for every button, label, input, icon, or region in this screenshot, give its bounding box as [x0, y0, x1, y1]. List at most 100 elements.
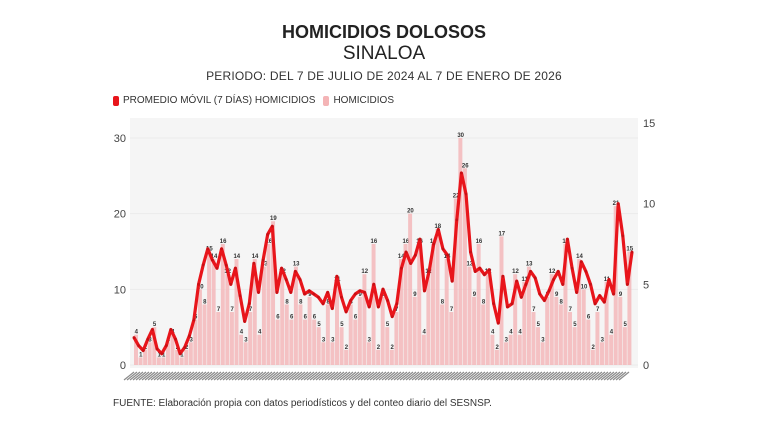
bar	[197, 289, 202, 365]
x-tick-label	[201, 371, 213, 381]
moving-average-point	[455, 218, 459, 222]
x-tick-label	[444, 371, 456, 381]
x-tick-label	[144, 371, 156, 381]
legend-swatch-moving-average	[113, 95, 119, 106]
bar-data-label: 5	[623, 322, 627, 328]
bar	[330, 342, 335, 365]
bar-data-label: 13	[526, 262, 533, 268]
bar	[216, 312, 221, 365]
moving-average-point	[496, 321, 500, 325]
bar-data-label: 8	[482, 299, 486, 305]
x-tick-label	[435, 371, 447, 381]
moving-average-point	[492, 302, 496, 306]
x-tick-label	[534, 371, 546, 381]
moving-average-point	[349, 299, 353, 302]
bar	[380, 296, 385, 365]
bar	[385, 327, 390, 365]
bar-data-label: 6	[304, 315, 308, 321]
moving-average-point	[151, 328, 154, 331]
bar-data-label: 30	[457, 133, 464, 139]
x-tick-label	[492, 371, 504, 381]
x-tick-label	[408, 371, 420, 381]
bar-data-label: 6	[276, 315, 280, 321]
moving-average-point	[515, 279, 519, 283]
moving-average-point	[390, 315, 394, 318]
bar	[252, 259, 257, 365]
x-tick-label	[477, 371, 489, 381]
x-tick-label	[126, 371, 138, 381]
x-tick-label	[288, 371, 300, 381]
moving-average-point	[579, 260, 583, 264]
x-tick-label	[576, 371, 588, 381]
bar-data-label: 3	[601, 337, 605, 343]
bar	[494, 349, 499, 365]
bar-data-label: 9	[381, 292, 385, 298]
bar	[353, 319, 358, 365]
x-tick-label	[438, 371, 450, 381]
bar-data-label: 9	[308, 292, 312, 298]
bar-data-label: 7	[231, 307, 235, 313]
bar	[540, 342, 545, 365]
moving-average-point	[330, 307, 334, 310]
legend: PROMEDIO MÓVIL (7 DÍAS) HOMICIDIOS HOMIC…	[113, 95, 394, 106]
moving-average-point	[137, 344, 141, 348]
bar-data-label: 4	[135, 330, 139, 336]
x-tick-label	[249, 371, 261, 381]
x-tick-label	[153, 371, 165, 381]
bar-data-label: 5	[317, 322, 321, 328]
moving-average-point	[229, 282, 233, 286]
x-tick-label	[192, 371, 204, 381]
bar	[193, 319, 198, 365]
bar-data-label: 7	[450, 307, 454, 313]
moving-average-point	[589, 282, 592, 286]
x-tick-label	[471, 371, 483, 381]
bar	[248, 312, 253, 365]
moving-average-point	[261, 258, 265, 262]
bar-data-label: 11	[521, 277, 528, 283]
bar-data-label: 13	[293, 262, 300, 268]
bar	[430, 243, 435, 365]
x-tick-label	[327, 371, 339, 381]
bar-data-label: 6	[354, 315, 358, 321]
bar-data-label: 2	[591, 345, 595, 351]
moving-average-point	[566, 237, 569, 241]
moving-average-point	[524, 282, 528, 286]
x-tick-label	[231, 371, 243, 381]
bar-data-label: 3	[505, 337, 509, 343]
x-tick-label	[603, 371, 615, 381]
moving-average-point	[372, 282, 376, 286]
bar	[449, 312, 454, 365]
x-tick-label	[255, 371, 267, 381]
moving-average-point	[358, 289, 362, 293]
x-tick-label	[141, 371, 153, 381]
x-tick-label	[447, 371, 459, 381]
legend-swatch-homicidios	[323, 95, 330, 106]
bar-data-label: 2	[377, 345, 381, 351]
bar-data-label: 11	[604, 277, 611, 283]
bar	[152, 327, 157, 365]
x-tick-label	[504, 371, 516, 381]
x-tick-label	[138, 371, 150, 381]
bar-data-label: 4	[258, 330, 262, 336]
bar	[344, 349, 349, 365]
moving-average-point	[187, 334, 191, 338]
x-tick-label	[267, 371, 279, 381]
moving-average-point	[155, 347, 159, 351]
moving-average-point	[247, 302, 251, 306]
x-tick-label	[507, 371, 519, 381]
bar	[517, 334, 522, 365]
x-tick-label	[585, 371, 597, 381]
x-tick-label	[162, 371, 174, 381]
bar-data-label: 9	[555, 292, 559, 298]
bar-data-label: 21	[613, 201, 620, 207]
x-tick-label	[420, 371, 432, 381]
bar-data-label: 4	[240, 330, 244, 336]
moving-average-point	[238, 294, 242, 298]
x-tick-label	[186, 371, 198, 381]
bar	[595, 312, 600, 365]
bar	[536, 327, 541, 365]
legend-label-moving-average: PROMEDIO MÓVIL (7 DÍAS) HOMICIDIOS	[123, 95, 316, 106]
bar	[426, 274, 431, 365]
moving-average-point	[197, 282, 200, 286]
bar	[613, 206, 618, 365]
